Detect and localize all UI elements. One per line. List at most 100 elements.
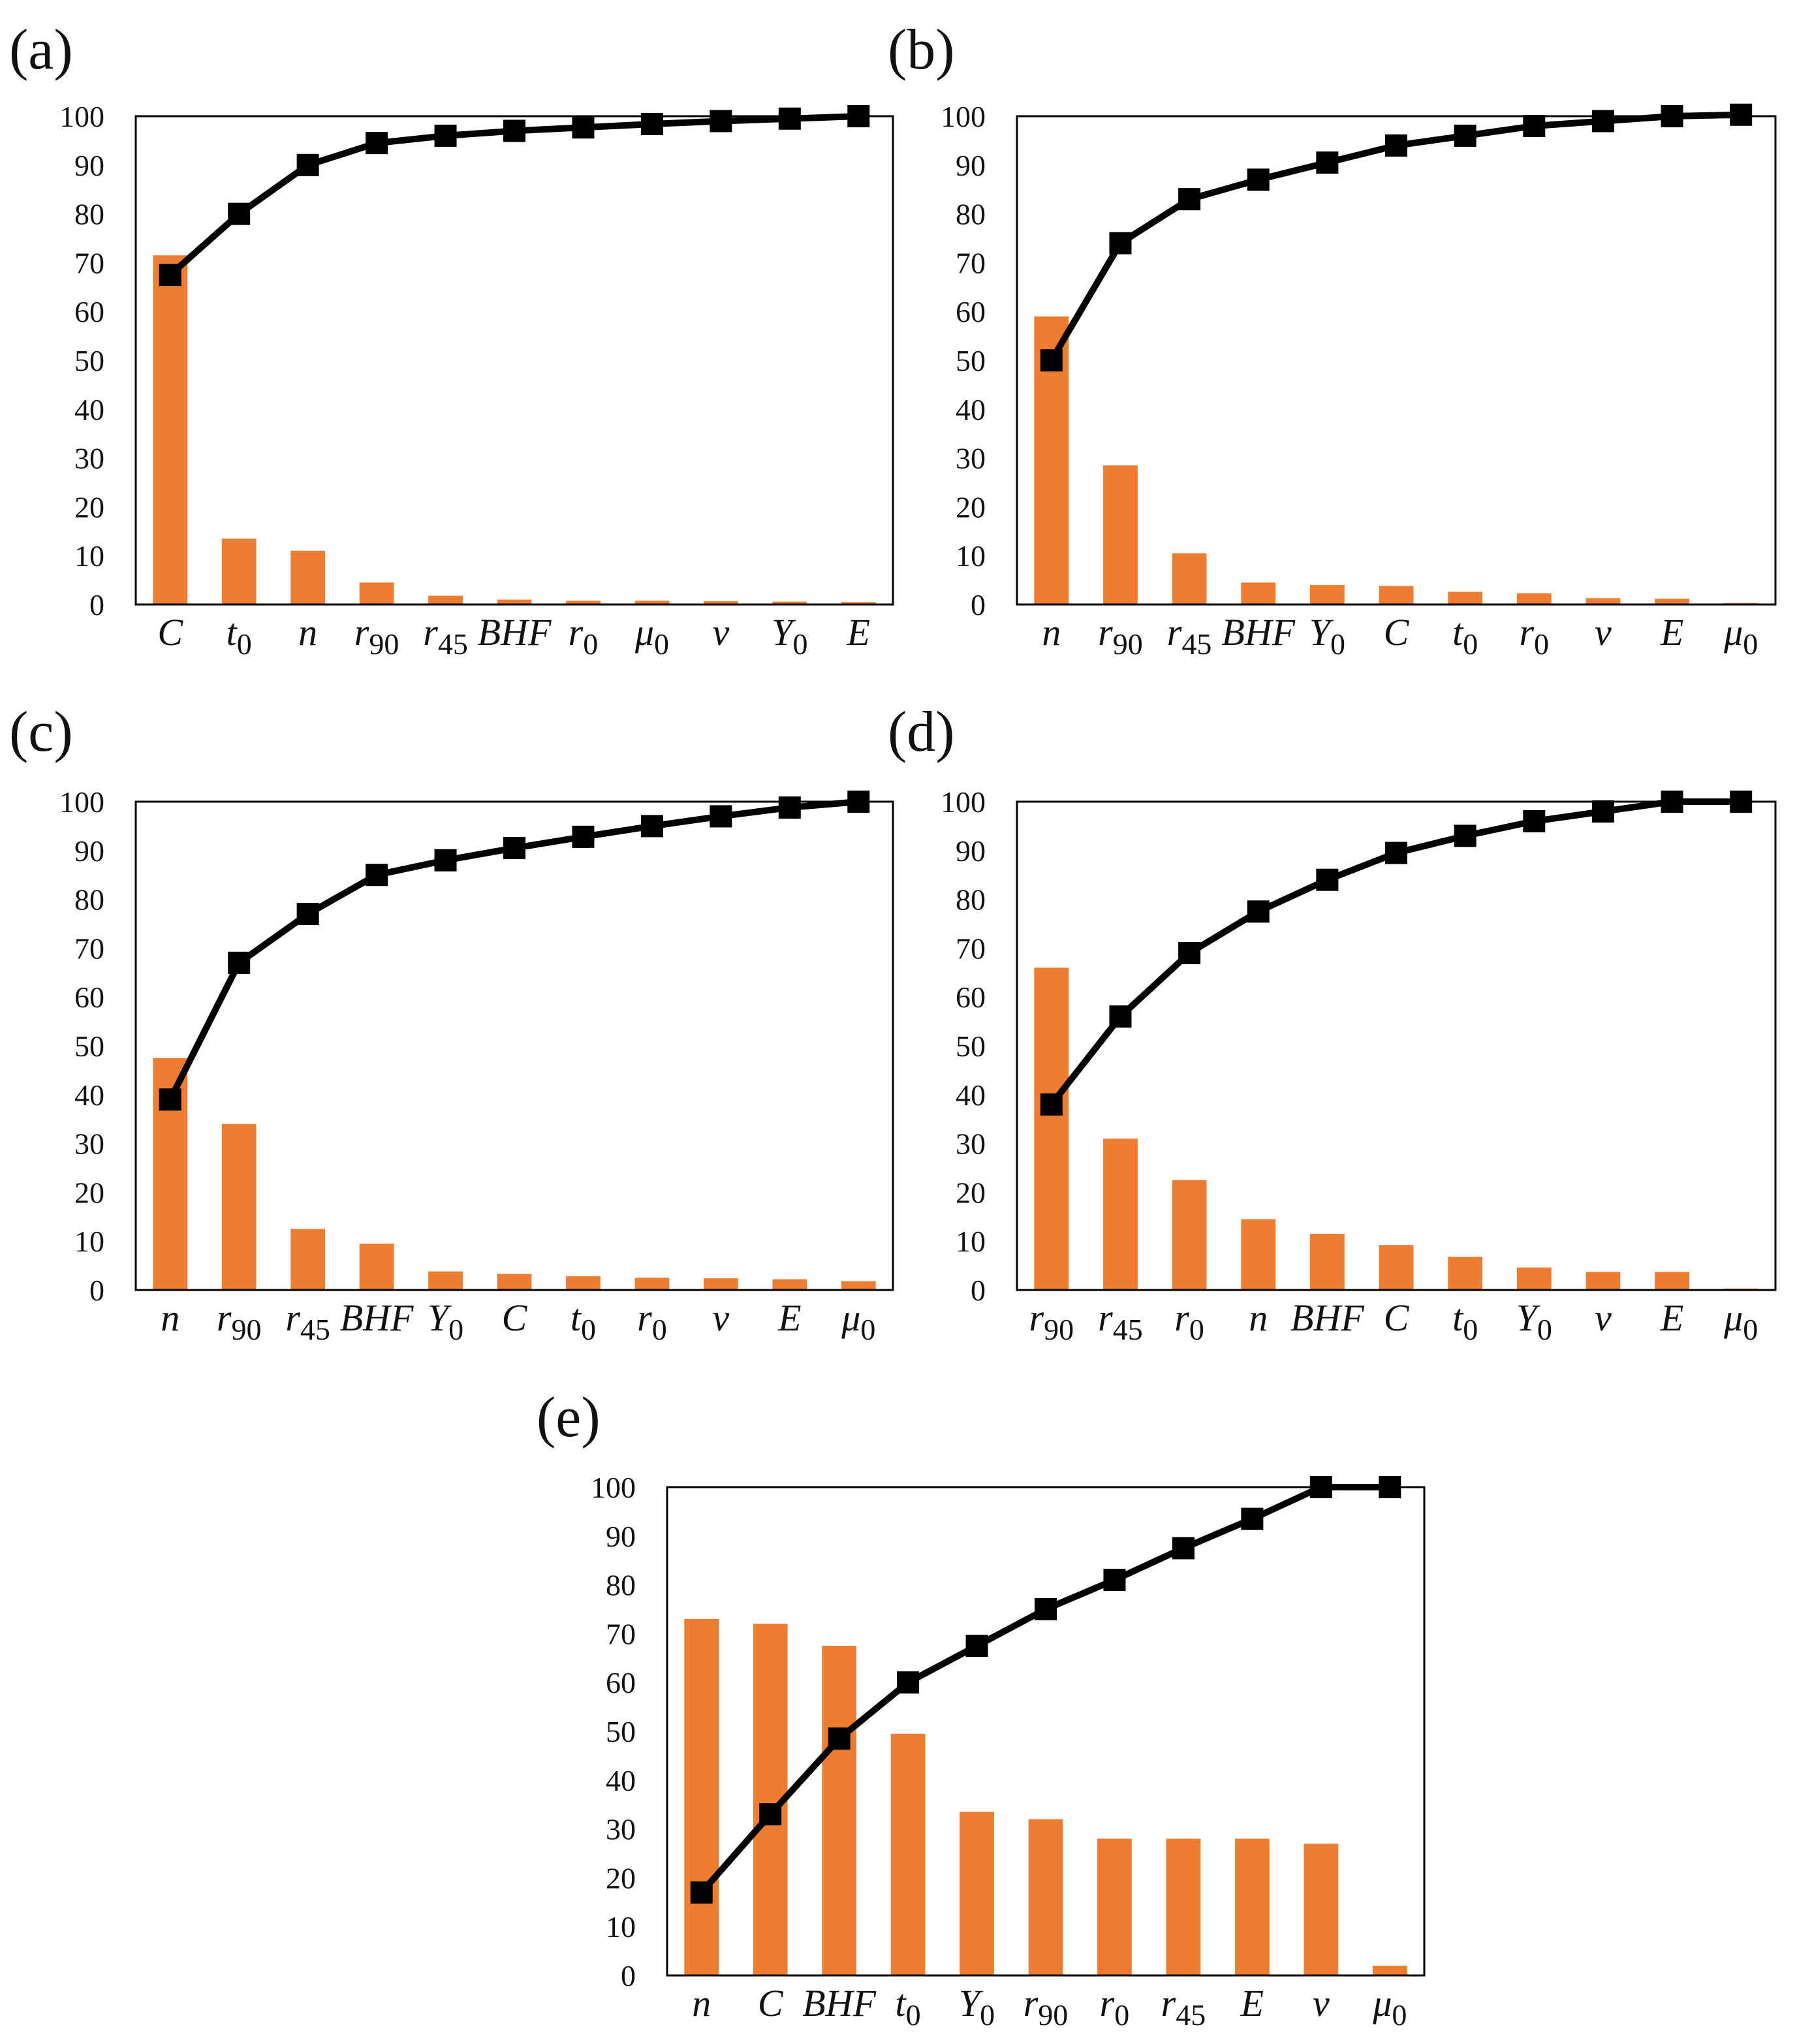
y-tick-label: 60 [956,295,986,328]
y-tick-label: 50 [74,344,104,377]
bar [497,1274,532,1290]
cumulative-marker [434,124,457,147]
bar [221,539,257,605]
bar [772,1279,807,1290]
x-tick-label: n [692,1982,711,2024]
bar [1172,553,1207,605]
cumulative-marker [1591,110,1614,133]
cumulative-marker [503,119,525,142]
x-tick-label: BHF [478,611,552,653]
x-tick-label: μ0 [1723,1297,1758,1346]
cumulative-marker [434,849,457,872]
bar [428,1271,463,1290]
cumulative-marker [1040,349,1063,371]
cumulative-marker [778,796,801,819]
x-tick-label: E [777,1297,801,1339]
x-tick-label: E [1240,1982,1264,2024]
x-tick-label: n [1249,1297,1268,1339]
y-tick-label: 40 [956,393,986,426]
cumulative-marker [1379,1476,1401,1498]
bar [1516,593,1552,605]
y-tick-label: 70 [74,246,104,279]
x-tick-label: μ0 [1372,1982,1407,2032]
cumulative-marker [159,1088,181,1111]
cumulative-marker [1172,1537,1195,1560]
x-tick-label: C [157,611,183,653]
plot-frame [134,115,894,606]
y-tick-label: 10 [74,1225,104,1258]
y-tick-label: 70 [74,932,104,965]
bar [634,601,670,605]
x-tick-label: Y0 [428,1297,463,1346]
y-tick-label: 70 [956,932,986,965]
bar [1516,1267,1552,1290]
y-tick-label: 60 [606,1666,636,1699]
plot-frame [1016,115,1777,606]
y-tick-label: 70 [606,1617,636,1650]
bar [566,601,601,605]
y-tick-label: 100 [59,785,104,819]
plot-frame [666,1486,1426,1977]
x-tick-label: BHF [802,1982,876,2024]
bar [1241,1219,1276,1290]
panel-label: (b) [888,18,955,82]
bar [359,1243,394,1290]
x-tick-label: r90 [217,1297,262,1346]
cumulative-marker [1247,900,1270,923]
bar [566,1276,601,1290]
cumulative-marker [1178,188,1201,211]
y-tick-label: 20 [606,1861,636,1895]
cumulative-marker [228,951,251,974]
y-tick-label: 90 [956,834,986,868]
bar [290,1229,325,1290]
cumulative-marker [710,805,732,828]
y-tick-label: 60 [74,981,104,1014]
cumulative-marker [828,1727,851,1750]
cumulative-marker [1178,941,1201,964]
cumulative-marker [897,1671,920,1694]
x-tick-label: C [1384,1297,1410,1339]
y-tick-label: 30 [956,1127,986,1161]
bar [1586,598,1621,605]
cumulative-marker [366,132,388,155]
y-tick-label: 30 [956,442,986,475]
bar [772,601,807,605]
panel-label: (a) [9,18,73,82]
bar [359,582,394,605]
x-tick-label: r45 [1167,611,1212,661]
bar [1655,1272,1689,1290]
y-tick-label: 50 [956,1030,986,1063]
y-tick-label: 10 [606,1910,636,1943]
x-tick-label: v [1313,1982,1330,2024]
bar [1028,1819,1063,1975]
y-tick-label: 100 [59,100,104,133]
cumulative-marker [503,837,525,860]
y-tick-label: 80 [74,198,104,231]
bar [1655,599,1689,605]
bar [684,1618,719,1975]
x-tick-label: Y0 [772,611,807,661]
y-tick-label: 50 [956,344,986,377]
bar [634,1278,670,1290]
x-tick-label: t0 [1452,1297,1478,1346]
y-tick-label: 40 [74,1078,104,1112]
bar [1097,1838,1132,1975]
cumulative-marker [572,825,595,848]
y-tick-label: 0 [89,588,104,621]
y-tick-label: 30 [606,1813,636,1846]
chart-panel-e: (e) 0 10 20 30 40 50 60 70 80 90 100 n C BHF t0 Y0 r90 r0 r… [537,1386,1426,2032]
x-tick-label: E [1660,1297,1683,1339]
bar [290,550,325,605]
bar [704,1278,738,1290]
x-tick-label: t0 [570,1297,596,1346]
bar [841,1281,876,1290]
x-tick-label: Y0 [1309,611,1345,661]
y-tick-label: 0 [971,1274,986,1307]
cumulative-marker [1454,124,1477,147]
y-tick-label: 20 [74,1176,104,1209]
x-tick-label: E [1660,611,1683,653]
x-tick-label: μ0 [1723,611,1758,661]
x-tick-label: C [758,1982,784,2024]
